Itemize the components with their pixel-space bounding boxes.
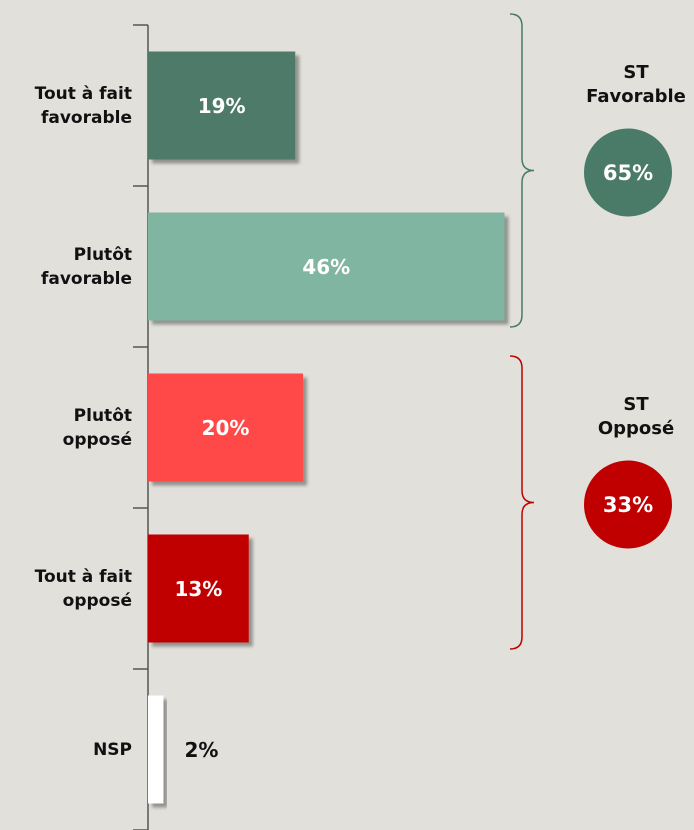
category-label: Plutôt opposé	[62, 405, 132, 450]
group-label: ST Favorable	[586, 61, 686, 107]
category-label: Plutôt favorable	[40, 244, 132, 289]
value-label: 19%	[197, 93, 246, 118]
category-label: NSP	[93, 739, 132, 760]
group-bracket	[509, 355, 535, 650]
bar	[148, 695, 164, 804]
value-label: 20%	[201, 415, 250, 440]
group-total-label: 65%	[602, 160, 654, 185]
group-total	[584, 460, 672, 549]
value-label: 13%	[174, 576, 223, 601]
value-label: 46%	[302, 254, 351, 279]
group-total-label: 33%	[602, 492, 654, 517]
group-total	[584, 128, 672, 217]
bar	[148, 51, 296, 160]
bar	[148, 373, 303, 482]
value-label: 2%	[184, 737, 219, 762]
category-label: Tout à fait favorable	[34, 83, 132, 128]
group-label: ST Opposé	[597, 393, 675, 439]
group-bracket	[509, 13, 535, 328]
bar	[148, 534, 249, 643]
category-label: Tout à fait opposé	[34, 566, 132, 611]
bar	[148, 212, 505, 321]
